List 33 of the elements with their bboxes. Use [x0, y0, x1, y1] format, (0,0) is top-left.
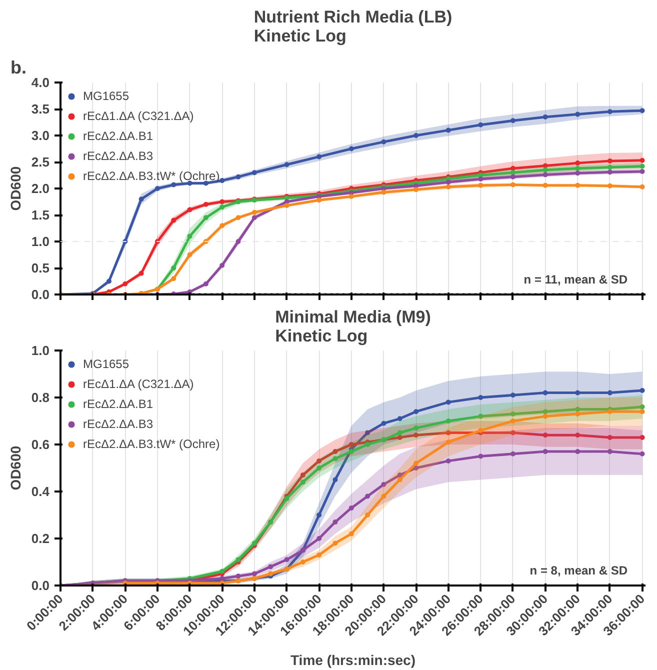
y-tick-label: 1.0 [31, 234, 50, 249]
y-tick-label: 0.4 [31, 484, 50, 499]
y-tick-label: 3.0 [31, 128, 50, 143]
y-tick-label: 3.5 [31, 102, 50, 116]
chart-title: Minimal Media (M9) Kinetic Log [275, 308, 431, 346]
legend-label: rEcΔ2.ΔA.B3.tW* (Ochre) [83, 169, 220, 183]
y-tick-label: 0.8 [31, 390, 50, 405]
legend-label: rEcΔ2.ΔA.B1 [83, 129, 154, 143]
y-axis-title: OD600 [7, 446, 24, 490]
legend-label: MG1655 [83, 357, 130, 371]
text: b. [10, 58, 26, 78]
legend-label: rEcΔ2.ΔA.B3 [83, 417, 154, 431]
y-tick-label: 4.0 [31, 75, 50, 90]
y-tick-label: 2.5 [31, 154, 50, 170]
annotation: n = 11, mean & SD [524, 272, 628, 286]
y-tick-label: 2.0 [31, 181, 50, 196]
x-axis-title: Time (hrs:min:sec) [290, 652, 416, 668]
chart-title: Nutrient Rich Media (LB) Kinetic Log [254, 8, 452, 46]
y-tick-label: 0.0 [31, 287, 50, 302]
legend-label: MG1655 [83, 89, 130, 103]
legend-label: rEcΔ2.ΔA.B3.tW* (Ochre) [83, 437, 220, 451]
legend-label: rEcΔ1.ΔA (C321.ΔA) [83, 377, 194, 391]
legend-label: rEcΔ2.ΔA.B1 [83, 397, 154, 411]
y-tick-label: 0.6 [31, 437, 50, 452]
annotation: n = 8, mean & SD [530, 564, 628, 578]
y-tick-label: 0.2 [31, 531, 50, 546]
y-tick-label: 0.5 [31, 260, 50, 276]
legend-label: rEcΔ1.ΔA (C321.ΔA) [83, 109, 194, 123]
y-tick-label: 1.0 [31, 343, 50, 358]
legend-label: rEcΔ2.ΔA.B3 [83, 149, 154, 163]
y-tick-label: 1.5 [31, 208, 50, 222]
y-axis-title: OD600 [7, 166, 24, 211]
y-tick-label: 0.0 [31, 578, 50, 593]
